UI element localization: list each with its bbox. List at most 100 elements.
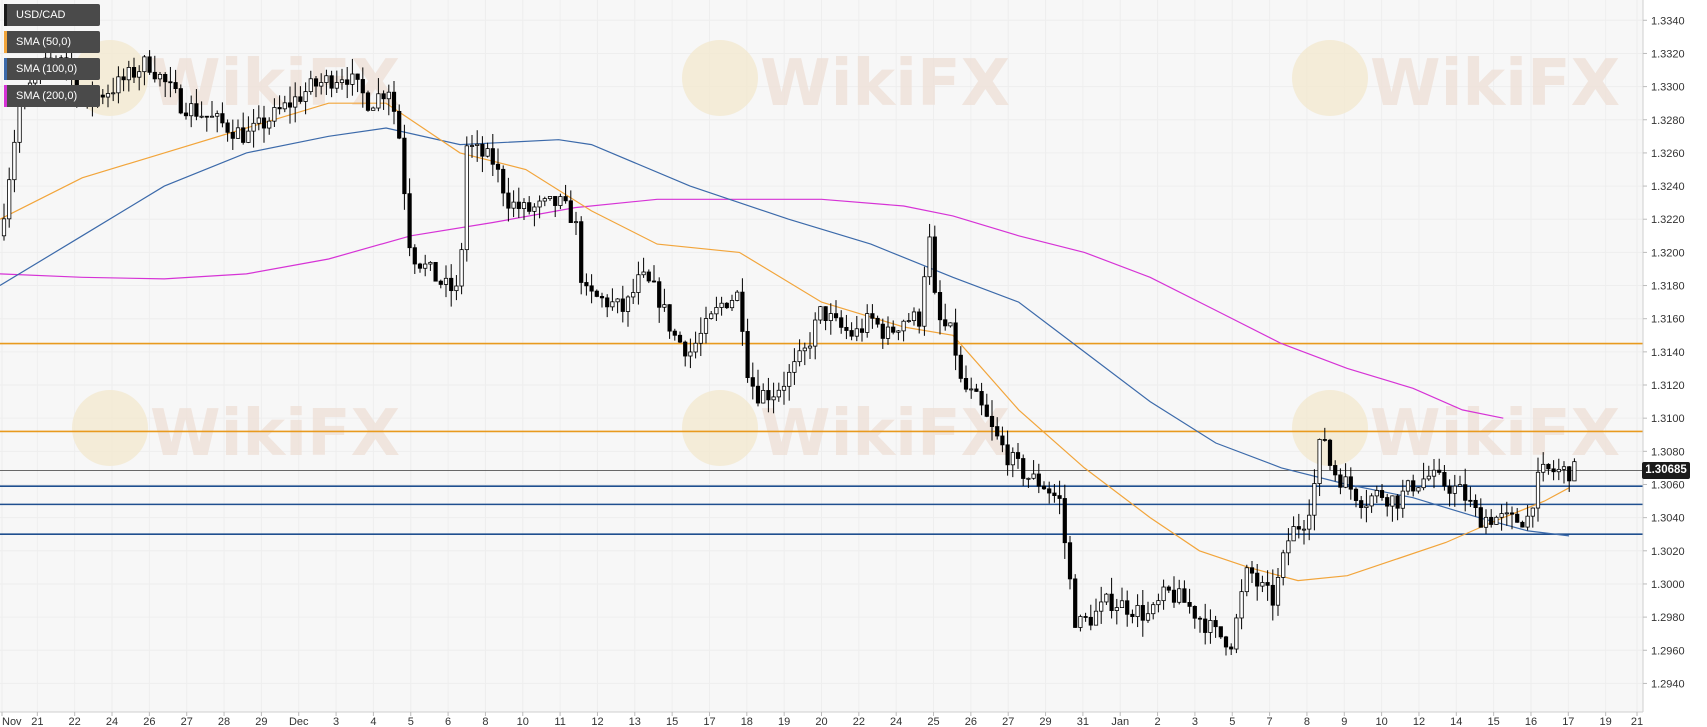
candle-up (1156, 600, 1161, 606)
x-tick-label: 5 (408, 716, 414, 727)
candle-down (449, 277, 454, 292)
candle-down (438, 280, 443, 285)
candle-up (199, 115, 204, 118)
candle-down (360, 79, 365, 94)
candle-down (402, 137, 407, 195)
candle-up (521, 202, 527, 209)
candle-up (350, 73, 355, 85)
candle-up (896, 330, 901, 333)
candle-up (272, 107, 277, 122)
candle-up (1312, 483, 1317, 516)
candle-up (662, 304, 667, 308)
candle-up (1452, 485, 1457, 494)
candle-down (100, 94, 105, 98)
candle-down (579, 221, 584, 283)
candle-up (428, 261, 433, 265)
grid-layer (0, 0, 1643, 712)
candle-down (651, 280, 657, 283)
candle-down (1218, 626, 1223, 638)
candle-up (1026, 477, 1031, 480)
candle-up (537, 200, 542, 208)
candle-down (1463, 484, 1468, 501)
candle-down (568, 200, 573, 223)
candle-down (194, 103, 199, 117)
legend-item-sma50[interactable]: SMA (50,0) (4, 31, 100, 53)
candle-down (953, 322, 958, 356)
candle-down (1353, 488, 1359, 501)
candle-up (423, 263, 428, 269)
candle-down (875, 317, 880, 325)
candle-up (282, 102, 287, 110)
candle-up (1275, 577, 1281, 606)
candle-up (901, 320, 906, 332)
candle-up (1135, 605, 1140, 617)
candle-down (381, 93, 386, 100)
legend-item-usdcad[interactable]: USD/CAD (4, 4, 100, 26)
candle-down (880, 323, 885, 339)
candle-down (506, 192, 511, 209)
candle-up (1364, 505, 1369, 509)
x-tick-label: 29 (1039, 716, 1051, 727)
legend-item-sma100[interactable]: SMA (100,0) (4, 58, 100, 80)
candle-down (230, 131, 235, 139)
candle-down (1515, 513, 1520, 523)
x-tick-label: 27 (181, 716, 193, 727)
candle-up (235, 127, 241, 139)
x-tick-label: 24 (106, 716, 118, 727)
candle-up (906, 320, 911, 323)
candle-up (828, 313, 833, 322)
x-tick-label: 2 (1155, 716, 1161, 727)
candle-down (261, 117, 267, 129)
candle-down (220, 113, 225, 124)
x-tick-label: 8 (482, 716, 488, 727)
candle-up (215, 113, 220, 117)
candle-down (1187, 602, 1192, 607)
candle-up (1177, 588, 1182, 603)
candle-down (870, 313, 875, 319)
candle-up (1099, 601, 1104, 612)
candle-down (672, 330, 677, 336)
candle-down (1057, 495, 1062, 499)
legend-item-sma200[interactable]: SMA (200,0) (4, 85, 100, 107)
y-tick-label: 1.3000 (1651, 579, 1685, 591)
candle-down (1551, 468, 1556, 473)
candle-down (932, 236, 937, 293)
candle-down (1327, 439, 1333, 466)
candle-up (532, 206, 537, 212)
candle-up (1317, 439, 1322, 484)
candle-down (1166, 586, 1171, 591)
candle-down (241, 127, 246, 143)
candle-up (1031, 473, 1036, 479)
candle-down (620, 298, 625, 312)
candle-down (495, 163, 501, 170)
candle-up (319, 82, 324, 87)
candle-down (1478, 507, 1483, 528)
candle-up (1494, 516, 1499, 525)
candle-up (1281, 552, 1286, 578)
candle-up (1369, 495, 1374, 507)
candle-down (516, 201, 521, 209)
candle-up (693, 342, 698, 353)
candle-down (1333, 465, 1338, 476)
candle-up (1104, 593, 1109, 603)
candle-down (833, 313, 839, 319)
candle-down (563, 196, 568, 202)
candle-down (646, 271, 651, 282)
candle-up (781, 385, 787, 391)
legend-swatch-sma50 (4, 31, 7, 53)
candle-up (1114, 607, 1119, 611)
candle-up (1431, 469, 1437, 477)
candle-up (802, 347, 807, 352)
candle-up (12, 141, 17, 181)
candle-down (849, 330, 854, 337)
x-tick-label: 15 (1488, 716, 1500, 727)
candle-up (1405, 480, 1411, 492)
candle-up (126, 67, 131, 81)
y-tick-label: 1.2980 (1651, 612, 1685, 624)
candle-up (137, 71, 142, 78)
x-tick-label: Nov (2, 716, 22, 727)
candle-down (1265, 582, 1270, 586)
candle-down (163, 74, 168, 83)
candle-up (636, 274, 641, 293)
candle-up (1260, 582, 1265, 587)
